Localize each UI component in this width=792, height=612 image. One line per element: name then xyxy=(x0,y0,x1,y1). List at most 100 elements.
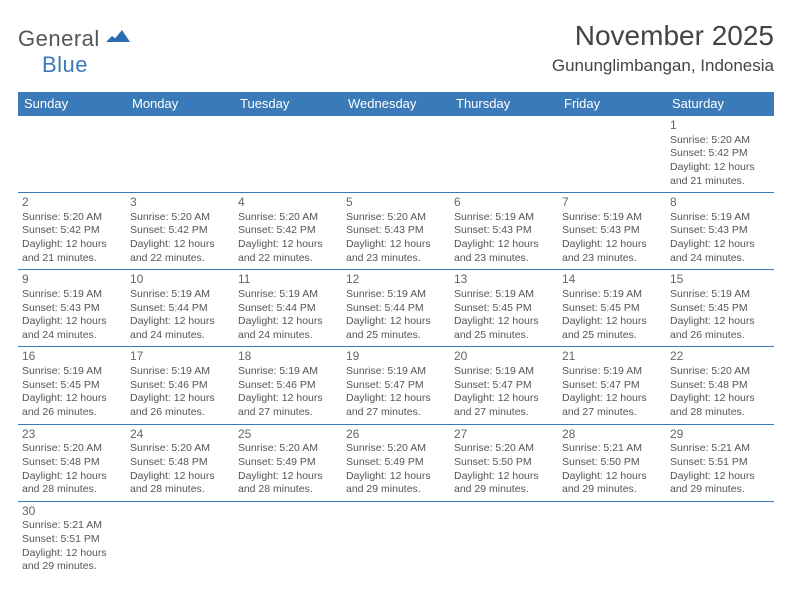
calendar-cell xyxy=(234,501,342,578)
daylight-line-1: Daylight: 12 hours xyxy=(454,315,554,329)
daylight-line-1: Daylight: 12 hours xyxy=(454,238,554,252)
sunrise-text: Sunrise: 5:21 AM xyxy=(562,442,662,456)
calendar-cell: 15Sunrise: 5:19 AMSunset: 5:45 PMDayligh… xyxy=(666,270,774,347)
calendar-cell: 24Sunrise: 5:20 AMSunset: 5:48 PMDayligh… xyxy=(126,424,234,501)
day-number: 27 xyxy=(454,427,554,443)
daylight-line-1: Daylight: 12 hours xyxy=(346,392,446,406)
sunrise-text: Sunrise: 5:19 AM xyxy=(346,288,446,302)
calendar-cell xyxy=(558,501,666,578)
day-number: 23 xyxy=(22,427,122,443)
sunrise-text: Sunrise: 5:20 AM xyxy=(346,442,446,456)
sunrise-text: Sunrise: 5:20 AM xyxy=(670,134,770,148)
header: General Blue November 2025 Gununglimbang… xyxy=(18,20,774,78)
sunset-text: Sunset: 5:50 PM xyxy=(562,456,662,470)
daylight-line-2: and 23 minutes. xyxy=(346,252,446,266)
daylight-line-1: Daylight: 12 hours xyxy=(238,392,338,406)
day-number: 20 xyxy=(454,349,554,365)
daylight-line-2: and 25 minutes. xyxy=(562,329,662,343)
daylight-line-2: and 27 minutes. xyxy=(454,406,554,420)
daylight-line-2: and 29 minutes. xyxy=(22,560,122,574)
sunrise-text: Sunrise: 5:19 AM xyxy=(454,211,554,225)
sunrise-text: Sunrise: 5:20 AM xyxy=(454,442,554,456)
calendar-cell: 26Sunrise: 5:20 AMSunset: 5:49 PMDayligh… xyxy=(342,424,450,501)
daylight-line-2: and 22 minutes. xyxy=(130,252,230,266)
daylight-line-1: Daylight: 12 hours xyxy=(670,470,770,484)
daylight-line-2: and 27 minutes. xyxy=(238,406,338,420)
calendar-cell: 22Sunrise: 5:20 AMSunset: 5:48 PMDayligh… xyxy=(666,347,774,424)
sunset-text: Sunset: 5:51 PM xyxy=(22,533,122,547)
day-number: 6 xyxy=(454,195,554,211)
calendar-cell: 9Sunrise: 5:19 AMSunset: 5:43 PMDaylight… xyxy=(18,270,126,347)
daylight-line-2: and 25 minutes. xyxy=(454,329,554,343)
calendar-cell: 21Sunrise: 5:19 AMSunset: 5:47 PMDayligh… xyxy=(558,347,666,424)
calendar-cell: 30Sunrise: 5:21 AMSunset: 5:51 PMDayligh… xyxy=(18,501,126,578)
daylight-line-2: and 26 minutes. xyxy=(670,329,770,343)
daylight-line-1: Daylight: 12 hours xyxy=(238,470,338,484)
logo-word-1: General xyxy=(18,26,100,51)
daylight-line-2: and 29 minutes. xyxy=(562,483,662,497)
calendar-cell: 4Sunrise: 5:20 AMSunset: 5:42 PMDaylight… xyxy=(234,193,342,270)
sunset-text: Sunset: 5:42 PM xyxy=(130,224,230,238)
daylight-line-1: Daylight: 12 hours xyxy=(454,470,554,484)
calendar-cell: 29Sunrise: 5:21 AMSunset: 5:51 PMDayligh… xyxy=(666,424,774,501)
sunset-text: Sunset: 5:42 PM xyxy=(670,147,770,161)
daylight-line-2: and 27 minutes. xyxy=(346,406,446,420)
sunset-text: Sunset: 5:45 PM xyxy=(454,302,554,316)
calendar-cell: 7Sunrise: 5:19 AMSunset: 5:43 PMDaylight… xyxy=(558,193,666,270)
daylight-line-2: and 23 minutes. xyxy=(562,252,662,266)
daylight-line-2: and 24 minutes. xyxy=(22,329,122,343)
daylight-line-1: Daylight: 12 hours xyxy=(238,238,338,252)
sunset-text: Sunset: 5:49 PM xyxy=(346,456,446,470)
sunset-text: Sunset: 5:43 PM xyxy=(454,224,554,238)
calendar-cell xyxy=(342,116,450,193)
daylight-line-1: Daylight: 12 hours xyxy=(130,238,230,252)
calendar-cell xyxy=(342,501,450,578)
day-number: 24 xyxy=(130,427,230,443)
sunrise-text: Sunrise: 5:21 AM xyxy=(670,442,770,456)
daylight-line-2: and 21 minutes. xyxy=(22,252,122,266)
daylight-line-1: Daylight: 12 hours xyxy=(22,547,122,561)
day-number: 7 xyxy=(562,195,662,211)
calendar-row: 2Sunrise: 5:20 AMSunset: 5:42 PMDaylight… xyxy=(18,193,774,270)
calendar-cell xyxy=(18,116,126,193)
calendar-row: 9Sunrise: 5:19 AMSunset: 5:43 PMDaylight… xyxy=(18,270,774,347)
day-header: Wednesday xyxy=(342,92,450,116)
sunset-text: Sunset: 5:43 PM xyxy=(670,224,770,238)
sunrise-text: Sunrise: 5:20 AM xyxy=(22,442,122,456)
day-number: 2 xyxy=(22,195,122,211)
sunrise-text: Sunrise: 5:19 AM xyxy=(346,365,446,379)
flag-icon xyxy=(106,28,130,46)
daylight-line-2: and 29 minutes. xyxy=(454,483,554,497)
sunset-text: Sunset: 5:45 PM xyxy=(22,379,122,393)
daylight-line-1: Daylight: 12 hours xyxy=(346,470,446,484)
sunset-text: Sunset: 5:50 PM xyxy=(454,456,554,470)
sunset-text: Sunset: 5:46 PM xyxy=(130,379,230,393)
daylight-line-2: and 24 minutes. xyxy=(238,329,338,343)
sunset-text: Sunset: 5:47 PM xyxy=(454,379,554,393)
sunset-text: Sunset: 5:48 PM xyxy=(22,456,122,470)
sunrise-text: Sunrise: 5:20 AM xyxy=(130,211,230,225)
sunset-text: Sunset: 5:47 PM xyxy=(562,379,662,393)
day-number: 10 xyxy=(130,272,230,288)
calendar-cell: 23Sunrise: 5:20 AMSunset: 5:48 PMDayligh… xyxy=(18,424,126,501)
sunset-text: Sunset: 5:49 PM xyxy=(238,456,338,470)
calendar-cell: 10Sunrise: 5:19 AMSunset: 5:44 PMDayligh… xyxy=(126,270,234,347)
daylight-line-1: Daylight: 12 hours xyxy=(670,315,770,329)
sunrise-text: Sunrise: 5:19 AM xyxy=(238,288,338,302)
daylight-line-2: and 22 minutes. xyxy=(238,252,338,266)
sunset-text: Sunset: 5:47 PM xyxy=(346,379,446,393)
daylight-line-1: Daylight: 12 hours xyxy=(22,470,122,484)
day-header: Monday xyxy=(126,92,234,116)
day-number: 4 xyxy=(238,195,338,211)
daylight-line-1: Daylight: 12 hours xyxy=(670,392,770,406)
day-header: Friday xyxy=(558,92,666,116)
daylight-line-2: and 28 minutes. xyxy=(238,483,338,497)
day-number: 17 xyxy=(130,349,230,365)
daylight-line-2: and 29 minutes. xyxy=(670,483,770,497)
calendar-cell: 11Sunrise: 5:19 AMSunset: 5:44 PMDayligh… xyxy=(234,270,342,347)
day-number: 13 xyxy=(454,272,554,288)
sunrise-text: Sunrise: 5:19 AM xyxy=(22,288,122,302)
calendar-cell: 13Sunrise: 5:19 AMSunset: 5:45 PMDayligh… xyxy=(450,270,558,347)
day-number: 21 xyxy=(562,349,662,365)
day-number: 18 xyxy=(238,349,338,365)
